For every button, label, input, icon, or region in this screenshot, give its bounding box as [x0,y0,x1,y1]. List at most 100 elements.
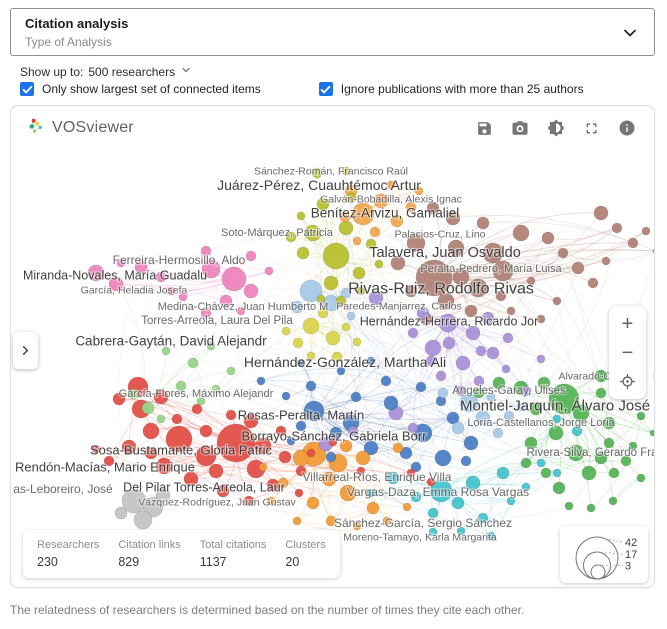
network-node[interactable] [495,290,507,302]
network-node[interactable] [295,420,307,432]
network-node[interactable] [410,491,422,503]
network-node[interactable] [356,466,366,476]
network-node[interactable] [386,180,396,190]
network-node[interactable] [325,515,337,527]
network-node[interactable] [216,484,230,498]
network-node[interactable] [496,466,510,480]
network-node[interactable] [277,477,289,489]
network-node[interactable] [264,266,274,276]
network-node[interactable] [183,471,199,487]
network-node[interactable] [243,283,259,299]
network-node[interactable] [465,325,481,341]
network-node[interactable] [281,326,291,336]
network-node[interactable] [155,271,167,283]
network-node[interactable] [465,475,481,491]
network-node[interactable] [153,389,169,405]
network-node[interactable] [608,467,620,479]
network-node[interactable] [266,496,276,506]
network-node[interactable] [503,410,515,422]
network-node[interactable] [306,448,316,458]
network-node[interactable] [285,231,297,243]
network-node[interactable] [392,442,404,454]
network-node[interactable] [492,427,504,439]
network-node[interactable] [363,440,379,456]
network-node[interactable] [226,366,236,376]
network-node[interactable] [256,376,266,386]
network-node[interactable] [476,216,490,230]
network-node[interactable] [502,332,514,344]
network-node[interactable] [426,201,440,215]
network-node[interactable] [548,383,580,415]
network-node[interactable] [516,402,526,412]
network-node[interactable] [341,166,351,176]
network-node[interactable] [572,404,590,422]
network-node[interactable] [548,425,564,441]
network-node[interactable] [161,346,171,356]
network-node[interactable] [316,294,326,304]
sidebar-toggle-button[interactable] [13,332,38,369]
network-node[interactable] [594,451,608,465]
network-node[interactable] [382,516,392,526]
network-node[interactable] [628,441,638,451]
network-node[interactable] [399,446,413,460]
network-node[interactable] [340,287,352,299]
network-node[interactable] [355,450,371,466]
network-node[interactable] [571,425,583,437]
network-node[interactable] [91,444,101,454]
network-node[interactable] [200,307,212,319]
network-node[interactable] [299,279,323,303]
network-node[interactable] [529,402,543,416]
network-node[interactable] [390,214,404,228]
network-node[interactable] [292,516,302,526]
network-node[interactable] [219,294,233,308]
network-node[interactable] [552,296,562,306]
network-canvas[interactable]: Sánchez-Román, Francisco Raúl Galván-Boba… [11,106,654,587]
network-node[interactable] [366,501,380,515]
network-node[interactable] [328,437,338,447]
network-node[interactable] [365,238,377,250]
network-node[interactable] [587,277,599,289]
network-node[interactable] [586,503,596,513]
network-node[interactable] [416,306,430,320]
network-node[interactable] [171,413,183,425]
network-node[interactable] [243,495,255,507]
network-node[interactable] [178,292,188,302]
network-node[interactable] [581,465,597,481]
network-node[interactable] [414,186,424,196]
network-node[interactable] [356,286,366,296]
network-node[interactable] [296,358,306,368]
network-node[interactable] [429,479,453,503]
network-node[interactable] [116,258,126,268]
info-button[interactable] [616,117,638,139]
network-node[interactable] [311,167,323,179]
network-node[interactable] [636,473,646,483]
network-node[interactable] [481,311,495,325]
network-node[interactable] [410,461,422,473]
network-node[interactable] [455,355,471,371]
network-node[interactable] [292,449,310,467]
network-node[interactable] [316,197,330,211]
network-node[interactable] [322,242,350,270]
network-node[interactable] [352,337,362,347]
network-node[interactable] [366,356,376,366]
network-node[interactable] [112,392,126,406]
network-node[interactable] [404,284,418,298]
network-node[interactable] [221,266,247,292]
network-node[interactable] [236,306,246,316]
network-node[interactable] [601,256,611,266]
network-node[interactable] [428,527,438,537]
network-node[interactable] [537,376,551,390]
network-node[interactable] [325,330,341,346]
network-node[interactable] [368,290,384,306]
network-node[interactable] [133,510,153,530]
network-node[interactable] [352,266,366,280]
network-node[interactable] [407,327,419,339]
network-node[interactable] [134,260,148,274]
network-node[interactable] [290,300,304,314]
network-node[interactable] [455,385,467,397]
network-node[interactable] [345,192,357,204]
network-node[interactable] [108,276,124,292]
network-node[interactable] [351,202,375,226]
network-node[interactable] [380,375,392,387]
network-node[interactable] [435,370,447,382]
